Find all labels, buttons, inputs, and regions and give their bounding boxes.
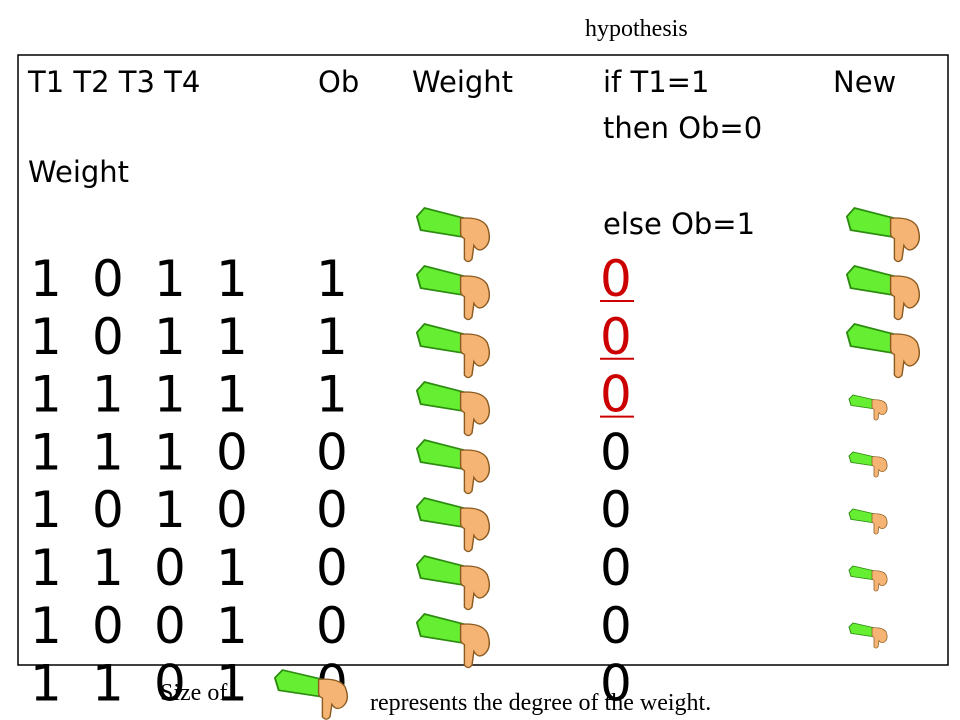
bit: 1	[154, 250, 186, 308]
bit: 1	[154, 481, 186, 539]
bit: 1	[216, 366, 248, 424]
new-weight-hand	[845, 323, 921, 379]
bit: 1	[30, 308, 62, 366]
bit: 0	[92, 308, 124, 366]
ob-header: Ob	[318, 65, 359, 99]
t-columns: T1 T2 T3 T4	[27, 65, 200, 99]
bit: 1	[154, 308, 186, 366]
bit: 0	[92, 481, 124, 539]
bit: 1	[92, 423, 124, 481]
bit: 0	[216, 423, 248, 481]
weight-hand	[415, 381, 491, 437]
weight-hand	[415, 439, 491, 495]
bit: 1	[216, 597, 248, 655]
ob-value: 1	[316, 366, 348, 424]
ob-value: 1	[316, 250, 348, 308]
weight-hand	[415, 207, 491, 263]
bit: 1	[216, 308, 248, 366]
new-weight-hand	[848, 622, 888, 649]
hypothesis-value: 0	[600, 539, 632, 597]
weight-hand	[415, 613, 491, 669]
rule-text: then Ob=0	[603, 111, 762, 145]
ob-value: 1	[316, 308, 348, 366]
new-weight-hand	[845, 207, 921, 263]
hypothesis-label: hypothesis	[585, 16, 688, 42]
hypothesis-value: 0	[600, 423, 632, 481]
bit: 0	[216, 481, 248, 539]
bit: 1	[92, 366, 124, 424]
hypothesis-value: 0	[600, 481, 632, 539]
bit: 1	[30, 481, 62, 539]
bit: 1	[30, 250, 62, 308]
bit: 1	[216, 250, 248, 308]
new-weight-hand	[848, 565, 888, 592]
new-header: New	[833, 65, 896, 99]
bit: 1	[30, 423, 62, 481]
weight-hand	[415, 555, 491, 611]
bit: 1	[216, 539, 248, 597]
bit: 1	[30, 597, 62, 655]
bit: 1	[30, 366, 62, 424]
bit: 1	[30, 655, 62, 713]
bit: 0	[154, 539, 186, 597]
rule-text: if T1=1	[603, 65, 709, 99]
hypothesis-value: 0	[600, 597, 632, 655]
weight-icons	[415, 207, 921, 669]
new-weight-hand	[848, 508, 888, 535]
content-box	[17, 54, 949, 666]
bit: 1	[154, 366, 186, 424]
new-weight-hand	[848, 394, 888, 421]
hypothesis-value: 0	[600, 250, 632, 308]
weight-hand	[415, 497, 491, 553]
bit: 0	[92, 250, 124, 308]
weight-header: Weight	[412, 65, 513, 99]
bit: 1	[92, 539, 124, 597]
hypothesis-value: 0	[600, 655, 632, 713]
bit: 0	[154, 597, 186, 655]
bit: 0	[92, 597, 124, 655]
rows: 1 0 1 1 1 01 0 1 1 1 01 1 1 1 1 01 1 1 0 0 01 0 1 0 0 01 1 0 1 0 01 0 0 1…	[30, 250, 634, 713]
bit: 1	[216, 655, 248, 713]
bit: 1	[30, 539, 62, 597]
rule-text: else Ob=1	[603, 207, 755, 241]
bit: 1	[154, 423, 186, 481]
hypothesis-value: 0	[600, 308, 632, 366]
ob-value: 0	[316, 481, 348, 539]
bit: 0	[154, 655, 186, 713]
weight-hand	[415, 323, 491, 379]
new-weight-hand	[848, 451, 888, 478]
ob-value: 0	[316, 539, 348, 597]
footer-suffix: represents the degree of the weight.	[370, 690, 711, 716]
bit: 1	[92, 655, 124, 713]
ob-value: 0	[316, 423, 348, 481]
footer-prefix: Size of	[160, 680, 227, 706]
hypothesis-value: 0	[600, 366, 632, 424]
new-weight-hand	[845, 265, 921, 321]
new-weight-header: Weight	[28, 155, 129, 189]
weight-hand	[415, 265, 491, 321]
ob-value: 0	[316, 597, 348, 655]
